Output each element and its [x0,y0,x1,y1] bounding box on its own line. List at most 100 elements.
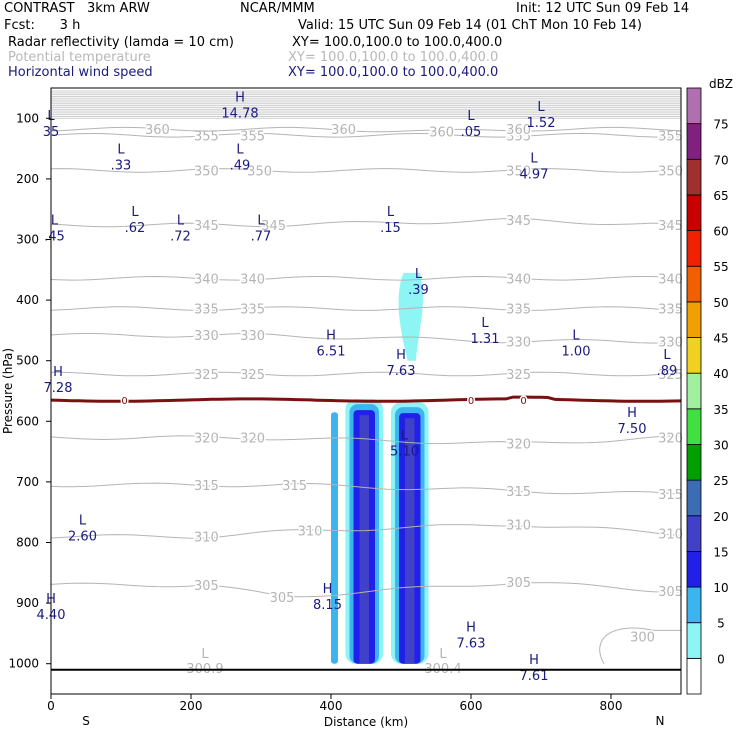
x-tick-label: 800 [600,699,623,713]
colorbar-swatch [686,408,702,445]
colorbar-swatch [686,158,702,196]
wind-extremum-value: 7.63 [457,637,486,652]
x-end-label-left: S [82,714,90,728]
y-tick-label: 900 [16,596,39,610]
theta-label: 325 [194,368,219,383]
colorbar-swatch [686,622,702,659]
wind-extremum-value: 7.63 [387,364,416,379]
wind-extremum-value: 5.10 [390,445,419,460]
theta-contour-300 [599,627,681,664]
theta-label: 335 [658,303,683,318]
theta-label: 305 [270,591,295,606]
wind-extremum-marker: L [537,100,545,115]
theta-contour-345 [50,217,681,228]
wind-extremum-marker: H [53,365,63,380]
wind-extremum-value: 7.50 [618,422,647,437]
colorbar-level-label: 40 [713,367,728,381]
valid-time: Valid: 15 UTC Sun 09 Feb 14 (01 ChT Mon … [298,18,642,33]
colorbar-level-label: 45 [713,332,728,346]
y-tick-label: 300 [16,233,39,247]
theta-label: 335 [240,303,265,318]
colorbar-level-label: 60 [713,225,728,239]
theta-label: 350 [658,164,683,179]
wind-extremum-marker: L [530,152,538,167]
wind-extremum-value: .05 [461,125,482,140]
wind-extremum-value: .89 [657,364,678,379]
theta-label: 335 [194,303,219,318]
colorbar-level-label: 5 [717,617,725,631]
theta-label: 350 [194,164,219,179]
colorbar-level-label: 65 [713,189,728,203]
freezing-level-label: 0 [121,396,127,407]
wind-extremum-marker: H [396,348,406,363]
wind-extremum-value: 2.60 [68,529,97,544]
theta-label: 330 [658,335,683,350]
colorbar-level-label: 50 [713,296,728,310]
wind-extremum-marker: H [627,406,637,421]
theta-label: 305 [194,579,219,594]
theta-label: 355 [240,129,265,144]
wind-extremum-marker: L [663,348,671,363]
x-axis-label: Distance (km) [324,715,408,729]
theta-label: 305 [658,585,683,600]
wind-extremum-marker: L [51,213,59,228]
axes-layer: 100 200 300 400 500 600 700 800 900 1000 0 200 400 60… [1,111,664,729]
theta-label: 340 [240,272,265,287]
theta-label: 310 [298,524,323,539]
wind-extremum-value: .45 [44,229,65,244]
field2-name: Potential temperature [8,50,151,65]
y-tick-label: 800 [16,536,39,550]
freezing-level-label: 0 [468,396,474,407]
colorbar-swatch [686,337,702,374]
theta-label: 320 [240,432,265,447]
theta-label: 315 [282,479,307,494]
theta-label: 330 [506,335,531,350]
field2-xy: XY= 100.0,100.0 to 100.0,400.0 [288,50,499,65]
theta-label: 310 [506,518,531,533]
theta-contour-335 [50,306,682,311]
wind-extremum-marker: L [79,513,87,528]
wind-extremum-value: .33 [111,159,132,174]
colorbar-swatch [686,444,702,481]
theta-label: 345 [506,214,531,229]
colorbar-swatch [686,87,702,125]
colorbar-level-label: 25 [713,474,728,488]
field1-xy: XY= 100.0,100.0 to 100.0,400.0 [292,35,503,50]
theta-label: 350 [247,164,272,179]
wind-extremum-marker: H [466,621,476,636]
reflectivity-cell-upper [398,272,423,361]
forecast-hour: Fcst: 3 h [4,18,81,33]
colorbar-level-label: 75 [713,118,728,132]
colorbar-swatch [686,515,702,552]
plot-frame [50,87,682,695]
theta-contour-330 [50,332,682,344]
wind-extremum-marker: L [117,143,125,158]
wind-extremum-marker: L [467,109,475,124]
wind-extremum-marker: L [177,213,185,228]
y-tick-label: 200 [16,172,39,186]
theta-contour-325 [50,371,682,377]
theta-label: 350 [506,164,531,179]
freezing-level-layer: 0 0 0 [50,395,682,409]
wind-extremum-marker: L [131,205,139,220]
x-tick-label: 400 [320,699,343,713]
x-end-label-right: N [656,714,665,728]
theta-label: 340 [506,272,531,287]
theta-label: 355 [658,129,683,144]
y-axis-label: Pressure (hPa) [1,348,15,434]
theta-contour-315 [50,482,682,495]
theta-label: 360 [506,123,531,138]
theta-label: 360 [429,126,454,141]
plot-frame-layer [50,87,682,695]
colorbar-swatch [686,123,702,160]
wind-extremum-value: 6.51 [317,345,346,360]
colorbar-level-label: 70 [713,153,728,167]
wind-extremum-marker: L [415,267,423,282]
x-tick-label: 600 [460,699,483,713]
colorbar-swatch [686,586,702,624]
colorbar-layer: 0 5 10 15 20 25 30 35 40 45 50 55 60 65 70 75 dBZ [686,77,733,695]
wind-extremum-value: .39 [408,283,429,298]
colorbar-level-label: 20 [713,510,728,524]
wind-extremum-value: 1.52 [527,116,556,131]
theta-contour-layer: 300 305 305 305 305 310 310 310 310 315 315 315 315 3… [50,90,684,677]
